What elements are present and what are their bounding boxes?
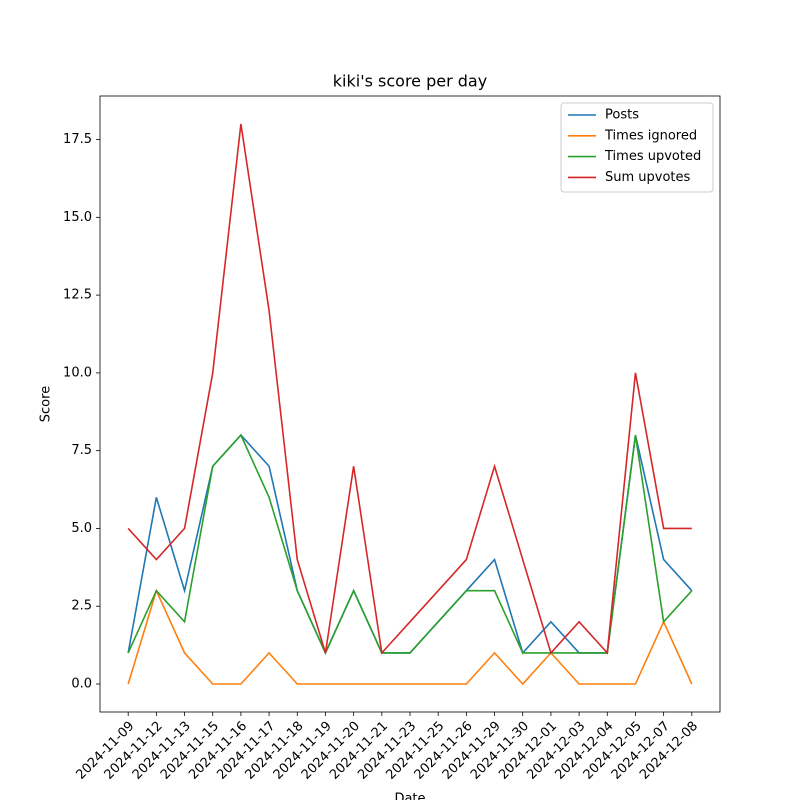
legend-label: Posts [605,108,639,123]
series-line [127,123,692,655]
legend: Posts Times ignored Times upvoted Sum upvot… [560,102,714,193]
y-tick-label: 10.0 [63,365,92,380]
y-tick-label: 17.5 [63,132,92,147]
series-line [127,433,693,655]
legend-label: Times upvoted [604,149,701,164]
y-axis-label: Score [39,386,54,422]
y-tick-label: 0.0 [71,677,92,692]
legend-label: Times ignored [604,128,697,143]
legend-label: Sum upvotes [605,170,691,185]
legend-box [560,102,714,193]
y-tick-label: 7.5 [71,443,92,458]
x-axis-label: Date [394,792,425,800]
y-tick-label: 15.0 [63,210,92,225]
y-tick-label: 5.0 [71,521,92,536]
series-line [127,588,693,686]
y-tick-label: 12.5 [63,288,92,303]
y-tick-label: 2.5 [71,599,92,614]
chart-title: kiki's score per day [333,72,487,91]
